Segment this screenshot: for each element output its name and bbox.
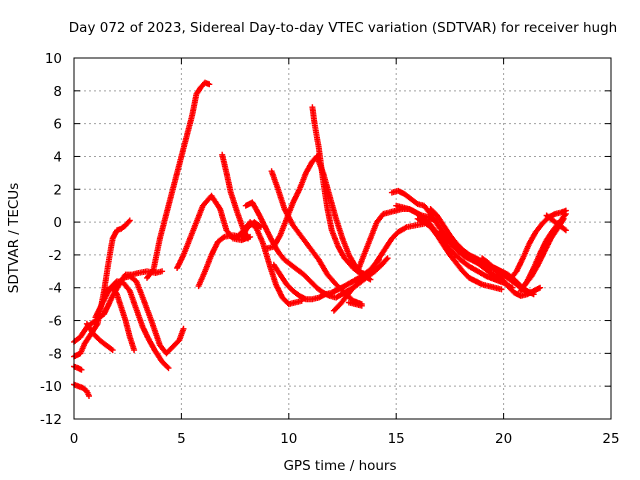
y-tick-label: -6: [49, 314, 62, 330]
series-sat-g: [101, 278, 172, 372]
y-tick-label: 0: [53, 215, 62, 231]
tick-labels: 0 5 10 15 20 25 -12 -10 -8 -6 -4 -2 0 2 4 6 8 10: [40, 51, 620, 447]
data-point-markers: [330, 220, 428, 314]
x-tick-label: 5: [177, 431, 186, 447]
data-point-markers: [479, 255, 544, 299]
series-sat-w: [388, 187, 529, 294]
series-sat-j: [174, 192, 254, 271]
data-point-markers: [195, 219, 264, 290]
y-tick-label: 2: [53, 182, 62, 198]
series-sat-q: [264, 151, 322, 252]
series-sat-s: [313, 153, 391, 278]
data-point-markers: [345, 299, 365, 309]
data-series: [71, 79, 569, 399]
plot-frame: [73, 57, 612, 420]
grid-lines: [74, 58, 611, 419]
x-tick-label: 20: [495, 431, 512, 447]
data-point-markers: [264, 151, 322, 252]
series-sat-t: [330, 220, 428, 314]
series-sat-u: [345, 299, 365, 309]
y-tick-label: 4: [53, 149, 62, 165]
y-tick-label: -4: [49, 281, 62, 297]
x-axis-label: GPS time / hours: [283, 458, 396, 474]
data-point-markers: [174, 192, 254, 271]
series-sat-y: [414, 215, 505, 293]
series-sat-aa: [436, 228, 507, 285]
data-point-markers: [388, 187, 529, 294]
series-sat-ab: [479, 255, 544, 299]
series-sat-m: [234, 219, 305, 308]
data-point-markers: [144, 79, 213, 281]
y-tick-label: -12: [40, 412, 62, 428]
x-tick-label: 0: [70, 431, 79, 447]
data-point-markers: [83, 320, 116, 354]
data-point-markers: [71, 363, 85, 373]
data-point-markers: [313, 153, 391, 278]
data-point-markers: [109, 284, 138, 354]
series-sat-h: [109, 284, 138, 354]
y-tick-label: 6: [53, 117, 62, 133]
data-point-markers: [543, 212, 569, 234]
y-tick-label: -10: [40, 379, 62, 395]
x-tick-label: 25: [602, 431, 619, 447]
y-tick-label: 10: [45, 51, 62, 67]
series-sat-d: [71, 363, 85, 373]
y-axis-label: SDTVAR / TECUs: [6, 183, 22, 293]
y-tick-label: 8: [53, 84, 62, 100]
series-sat-af: [543, 212, 569, 234]
data-point-markers: [436, 228, 507, 285]
chart-title: Day 072 of 2023, Sidereal Day-to-day VTE…: [69, 20, 617, 36]
y-tick-label: -8: [49, 346, 62, 362]
data-point-markers: [414, 215, 505, 293]
series-sat-e: [83, 320, 116, 354]
y-tick-label: -2: [49, 248, 62, 264]
data-point-markers: [234, 219, 305, 308]
x-tick-label: 10: [280, 431, 297, 447]
series-sat-k: [195, 219, 264, 290]
x-tick-label: 15: [388, 431, 405, 447]
data-point-markers: [101, 278, 172, 372]
series-sat-i: [144, 79, 213, 281]
